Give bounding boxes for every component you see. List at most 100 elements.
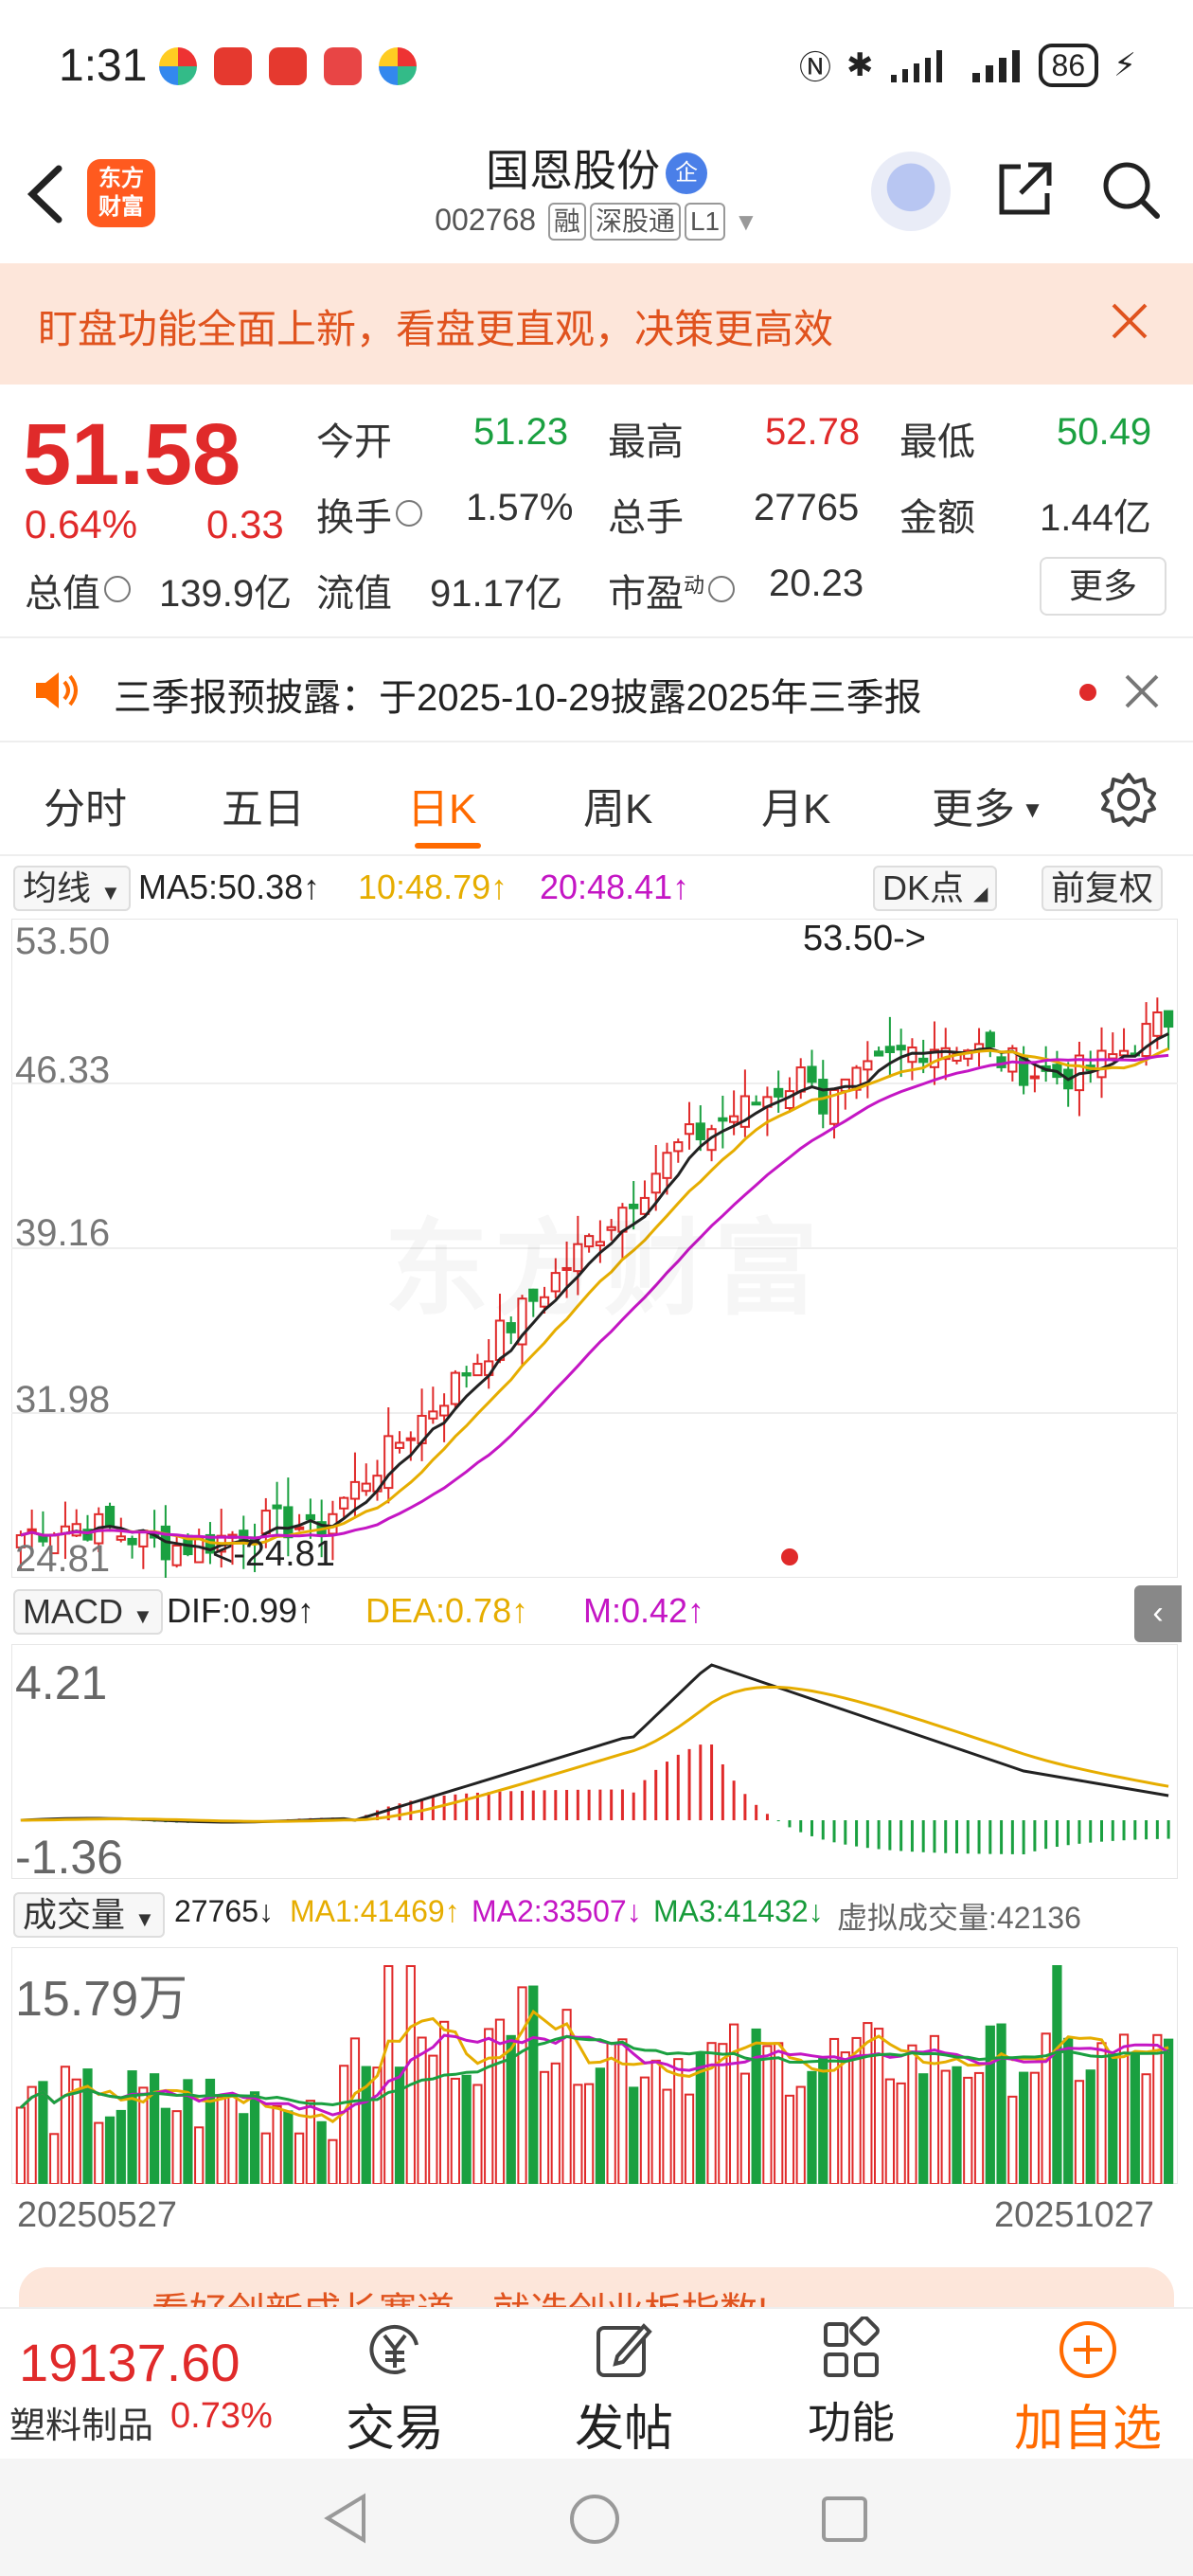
volume-bar [762, 2045, 773, 2184]
ai-robot-icon[interactable] [871, 152, 951, 231]
feature-banner[interactable]: 盯盘功能全面上新，看盘更直观，决策更高效 [0, 263, 1193, 385]
dif-value: DIF:0.99↑ [167, 1591, 315, 1630]
nav-home-icon[interactable] [568, 2493, 621, 2546]
volume-value: 27765 [754, 487, 860, 528]
volume-bar [216, 2095, 226, 2184]
volume-bar [49, 2133, 60, 2184]
macd-selector[interactable]: MACD ▼ [13, 1589, 163, 1635]
eastmoney-logo[interactable]: 东方 财富 [87, 159, 155, 227]
volume-bar [272, 2104, 282, 2184]
dea-line [20, 1685, 1169, 1823]
float-label: 流值 [316, 573, 392, 615]
tab-weekly-k[interactable]: 周K [583, 786, 653, 832]
tab-more[interactable]: 更多 ▼ [932, 786, 1044, 832]
amount-value: 1.44亿 [1040, 497, 1151, 539]
volume-chart[interactable] [11, 1947, 1178, 2184]
ma-indicator-row: 均线 ▼ MA5:50.38↑ 10:48.79↑ 20:48.41↑ DK点 … [0, 856, 1193, 919]
volume-bar [227, 2094, 238, 2184]
adjust-selector[interactable]: 前复权 [1042, 866, 1164, 911]
nav-recents-icon[interactable] [820, 2495, 869, 2544]
volume-bar [907, 2044, 917, 2184]
candle-body [517, 1297, 527, 1346]
volume-bar [1096, 2042, 1107, 2184]
volume-bar [160, 2107, 171, 2184]
stock-subtitle[interactable]: 002768 融深股通 L1 ▼ [0, 203, 1193, 241]
kline-chart[interactable] [11, 919, 1178, 1578]
tab-monthly-k[interactable]: 月K [761, 786, 831, 832]
add-watchlist-button[interactable]: 加自选 [998, 2317, 1178, 2460]
candle-body [506, 1322, 516, 1333]
close-icon[interactable] [1123, 672, 1161, 710]
close-icon[interactable] [1106, 297, 1153, 345]
app-icon [324, 47, 362, 85]
volume-bar [1074, 2080, 1085, 2184]
volume-selector[interactable]: 成交量 ▼ [13, 1892, 165, 1938]
macd-chart[interactable] [11, 1644, 1178, 1879]
candle-body [662, 1152, 672, 1179]
open-value: 51.23 [473, 411, 569, 453]
stock-title: 国恩股份企 [0, 136, 1193, 199]
tab-five-day[interactable]: 五日 [222, 786, 305, 832]
search-icon[interactable] [1098, 157, 1163, 222]
share-icon[interactable] [992, 157, 1057, 222]
candle-body [1108, 1053, 1118, 1060]
volume-bar [294, 2132, 305, 2184]
volume-bar [405, 1965, 416, 2184]
status-right: Ⓝ ✱ 86 ⚡ [799, 42, 1136, 88]
volume-bar [706, 2042, 717, 2184]
volume-bar [996, 2023, 1006, 2184]
gear-icon[interactable] [1100, 771, 1157, 828]
app-icon [159, 47, 197, 85]
tab-intraday[interactable]: 分时 [44, 786, 127, 832]
volume-bar [528, 1985, 539, 2184]
candle-body [896, 1045, 906, 1051]
volume-indicator-row: 成交量 ▼ 27765↓ MA1:41469↑ MA2:33507↓ MA3:4… [0, 1883, 1193, 1945]
volume-bar [1085, 2069, 1095, 2184]
pe-value: 20.23 [769, 563, 864, 604]
amount-label: 金额 [899, 497, 975, 539]
app-icon [214, 47, 252, 85]
volume-bar [239, 2113, 249, 2184]
candle-body [629, 1203, 639, 1209]
volume-bar [751, 2028, 761, 2184]
candle-body [684, 1123, 695, 1136]
charging-icon: ⚡ [1113, 46, 1136, 83]
kline-max-label: 53.50-> [803, 919, 926, 958]
candle-body [751, 1101, 761, 1106]
volume-label: 总手 [608, 497, 684, 539]
banner-text: 盯盘功能全面上新，看盘更直观，决策更高效 [38, 307, 834, 351]
candle-body [361, 1482, 371, 1493]
nav-back-icon[interactable] [322, 2493, 369, 2544]
candle-body [863, 1060, 873, 1071]
candle-body [728, 1115, 739, 1123]
ma-selector[interactable]: 均线 ▼ [13, 866, 131, 911]
candle-body [104, 1505, 116, 1529]
status-time: 1:31 [59, 41, 148, 91]
candle-body [985, 1031, 995, 1048]
more-quote-button[interactable]: 更多 [1040, 557, 1166, 616]
tab-daily-k[interactable]: 日K [407, 786, 477, 832]
ma10-value: 10:48.79↑ [358, 868, 508, 906]
volume-bar [283, 2110, 294, 2184]
volume-bar [450, 2077, 461, 2184]
volume-bar [82, 2068, 93, 2184]
kline-y-tick: 39.16 [15, 1212, 111, 1254]
candle-body [294, 1526, 305, 1530]
collapse-arrow-icon[interactable]: ‹ [1134, 1585, 1182, 1642]
candle-body [606, 1225, 616, 1231]
candle-body [718, 1117, 728, 1122]
dk-point-toggle[interactable]: DK点 ◢ [873, 866, 998, 911]
earnings-notice[interactable]: 三季报预披露：于2025-10-29披露2025年三季报 [0, 636, 1193, 742]
back-arrow-icon[interactable] [23, 161, 70, 227]
tag-connect: 深股通 [589, 203, 681, 241]
function-button[interactable]: 功能 [771, 2317, 932, 2451]
volume-bar [795, 2085, 806, 2184]
candle-body [561, 1266, 572, 1271]
post-button[interactable]: 发帖 [543, 2317, 704, 2460]
volume-bar [104, 2116, 116, 2184]
turnover-label: 换手 [316, 487, 422, 542]
battery-indicator: 86 [1038, 43, 1099, 87]
volume-bar [1163, 2038, 1174, 2184]
volume-bar [1130, 2052, 1140, 2184]
trade-button[interactable]: 交易 [314, 2317, 475, 2460]
